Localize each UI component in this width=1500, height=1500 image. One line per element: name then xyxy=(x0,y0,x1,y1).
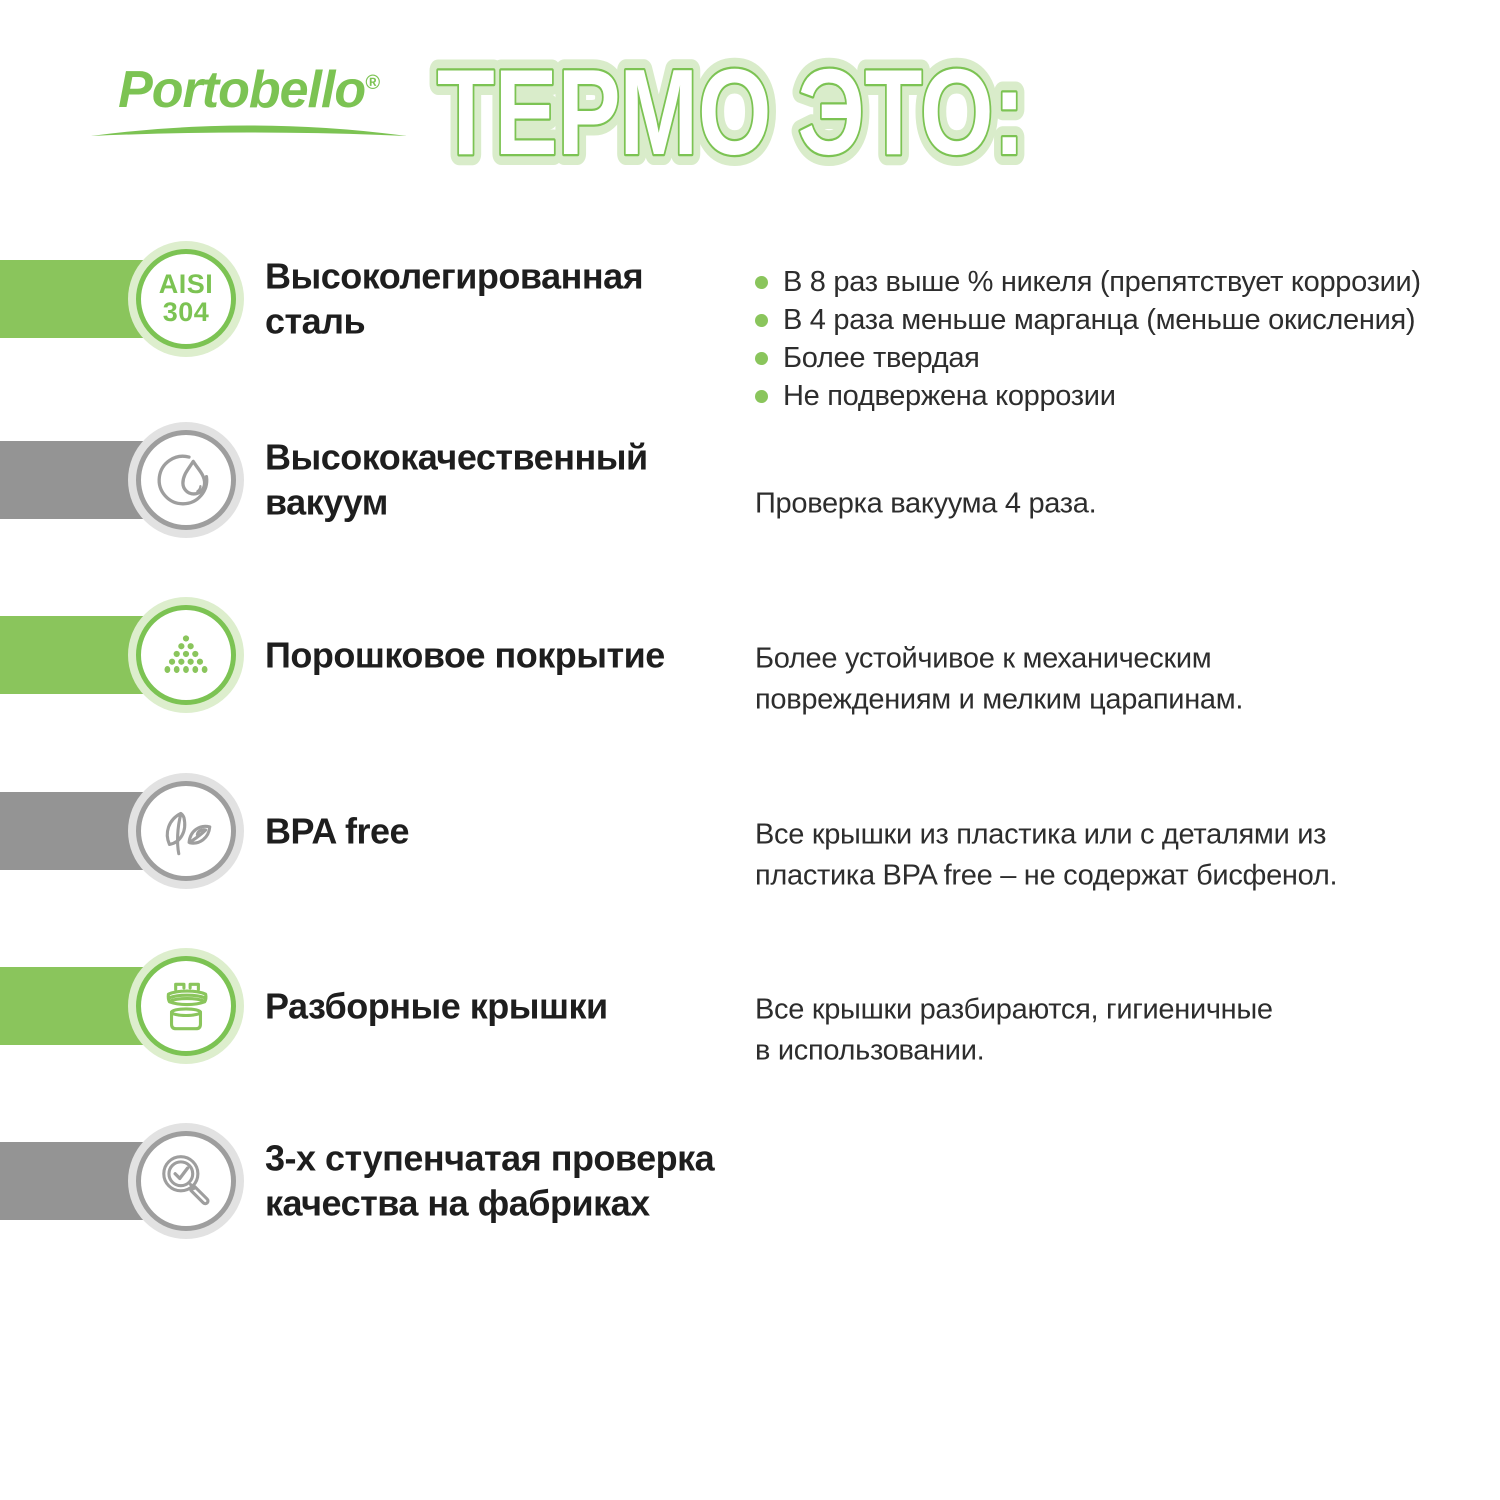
bullet-item: Более твердая xyxy=(755,339,1495,377)
feature-badge: AISI 304 xyxy=(136,249,236,349)
bullet-dot-icon xyxy=(755,390,768,403)
feature-badge xyxy=(136,781,236,881)
feature-badge xyxy=(136,956,236,1056)
bullet-item: В 8 раз выше % никеля (препятствует корр… xyxy=(755,263,1495,301)
feature-badge xyxy=(136,605,236,705)
bullet-list: В 8 раз выше % никеля (препятствует корр… xyxy=(755,263,1495,415)
page-title-halo: ТЕРМО ЭТО: xyxy=(437,50,1025,180)
powder-icon xyxy=(164,635,208,673)
lid-icon xyxy=(166,982,208,1031)
feature-title: 3-х ступенчатая проверка качества на фаб… xyxy=(265,1137,715,1224)
magnifier-check-icon xyxy=(162,1155,210,1206)
feature-badge xyxy=(136,430,236,530)
aisi-304-label: AISI 304 xyxy=(158,269,214,327)
feature-title: Высоколегированная сталь xyxy=(265,255,644,342)
brand-name: Portobello® xyxy=(88,61,410,119)
brand-logo: Portobello® xyxy=(88,61,410,139)
bullet-item: Не подвержена коррозии xyxy=(755,377,1495,415)
feature-badge xyxy=(136,1131,236,1231)
bullet-dot-icon xyxy=(755,352,768,365)
feature-title: Разборные крышки xyxy=(265,985,608,1027)
feature-description: Все крышки из пластика или с деталями из… xyxy=(755,818,1338,891)
feature-title: Порошковое покрытие xyxy=(265,634,665,676)
leaves-icon xyxy=(165,811,212,856)
droplet-icon xyxy=(157,454,209,506)
bullet-item: В 4 раза меньше марганца (меньше окислен… xyxy=(755,301,1495,339)
feature-title: Высококачественный вакуум xyxy=(265,436,648,523)
bullet-dot-icon xyxy=(755,314,768,327)
registered-mark: ® xyxy=(365,72,380,94)
bullet-text: В 4 раза меньше марганца (меньше окислен… xyxy=(783,304,1416,336)
page-title: ТЕРМО ЭТО: ТЕРМО ЭТО: xyxy=(426,50,1036,180)
bullet-dot-icon xyxy=(755,276,768,289)
bullet-text: Более твердая xyxy=(783,342,980,374)
bullet-text: В 8 раз выше % никеля (препятствует корр… xyxy=(783,266,1421,298)
feature-description: Более устойчивое к механическим поврежде… xyxy=(755,642,1244,715)
bullet-text: Не подвержена коррозии xyxy=(783,380,1116,412)
brand-name-text: Portobello xyxy=(118,61,366,119)
feature-description: Проверка вакуума 4 раза. xyxy=(755,487,1097,520)
page-title-text: ТЕРМО ЭТО: xyxy=(437,50,1025,180)
feature-description: Все крышки разбираются, гигиеничные в ис… xyxy=(755,993,1273,1066)
brand-swoosh-icon xyxy=(91,125,407,137)
feature-title: BPA free xyxy=(265,810,410,852)
